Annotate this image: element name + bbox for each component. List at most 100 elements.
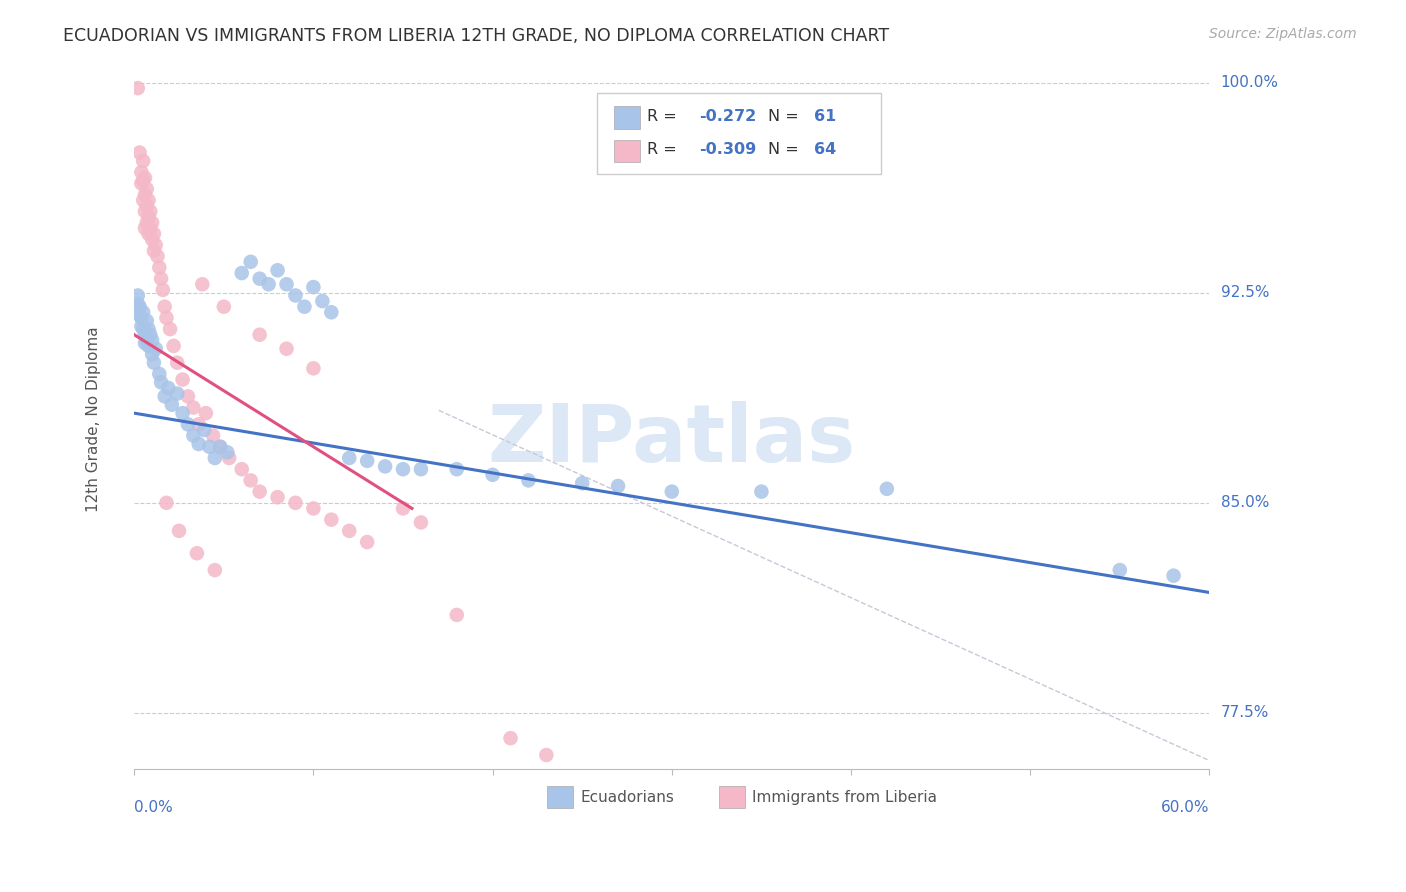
Point <box>751 484 773 499</box>
Point <box>132 153 155 168</box>
Point <box>321 513 343 527</box>
Point <box>392 501 415 516</box>
Point <box>571 476 593 491</box>
Point <box>153 389 176 403</box>
Point <box>517 474 540 488</box>
Point <box>135 314 157 328</box>
Point <box>266 490 288 504</box>
Point <box>134 336 156 351</box>
Point <box>166 356 188 370</box>
Point <box>409 462 432 476</box>
Point <box>134 187 156 202</box>
Text: 61: 61 <box>814 109 837 124</box>
Point <box>142 356 165 370</box>
Point <box>141 334 163 348</box>
Point <box>1163 568 1185 582</box>
Point <box>135 216 157 230</box>
FancyBboxPatch shape <box>596 93 882 174</box>
Point <box>150 376 173 390</box>
Point <box>135 199 157 213</box>
Text: 85.0%: 85.0% <box>1220 495 1268 510</box>
Point <box>138 322 160 336</box>
Point <box>239 474 262 488</box>
Text: Ecuadorians: Ecuadorians <box>581 789 675 805</box>
Point <box>134 327 156 342</box>
Point <box>1108 563 1130 577</box>
Point <box>209 440 232 454</box>
Text: N =: N = <box>768 109 803 124</box>
Point <box>187 417 209 432</box>
Point <box>131 177 153 191</box>
Point <box>249 484 271 499</box>
Point <box>249 327 271 342</box>
Text: 0.0%: 0.0% <box>134 799 173 814</box>
Point <box>148 367 170 381</box>
Point <box>139 327 162 342</box>
Point <box>321 305 343 319</box>
Point <box>145 342 167 356</box>
Point <box>356 454 378 468</box>
Point <box>134 204 156 219</box>
Point <box>186 546 208 560</box>
Point <box>128 145 150 160</box>
Point <box>134 221 156 235</box>
Point <box>194 406 217 420</box>
Point <box>337 450 360 465</box>
Point <box>311 294 333 309</box>
Point <box>198 440 221 454</box>
Point <box>204 563 226 577</box>
Point <box>661 484 683 499</box>
Point <box>302 280 325 294</box>
Point <box>134 170 156 185</box>
Text: 77.5%: 77.5% <box>1220 706 1268 721</box>
Point <box>135 182 157 196</box>
Point <box>155 310 177 325</box>
Point <box>204 450 226 465</box>
Point <box>132 173 155 187</box>
Text: 64: 64 <box>814 142 837 157</box>
Point <box>132 193 155 207</box>
Point <box>153 300 176 314</box>
Point <box>142 244 165 258</box>
Point <box>276 277 298 292</box>
Point <box>142 227 165 241</box>
Point <box>150 271 173 285</box>
Text: 100.0%: 100.0% <box>1220 75 1278 90</box>
Text: 60.0%: 60.0% <box>1161 799 1209 814</box>
Point <box>446 462 468 476</box>
Text: ZIPatlas: ZIPatlas <box>488 401 856 479</box>
Point <box>294 300 316 314</box>
Point <box>257 277 280 292</box>
Text: N =: N = <box>768 142 803 157</box>
Point <box>157 381 180 395</box>
Point <box>172 406 194 420</box>
Point <box>876 482 898 496</box>
Text: Immigrants from Liberia: Immigrants from Liberia <box>752 789 938 805</box>
Text: ECUADORIAN VS IMMIGRANTS FROM LIBERIA 12TH GRADE, NO DIPLOMA CORRELATION CHART: ECUADORIAN VS IMMIGRANTS FROM LIBERIA 12… <box>63 27 890 45</box>
Point <box>202 428 225 442</box>
Point <box>131 165 153 179</box>
Point <box>499 731 522 746</box>
Point <box>127 297 149 311</box>
Point <box>337 524 360 538</box>
Point <box>231 462 253 476</box>
Point <box>239 255 262 269</box>
Point <box>212 300 235 314</box>
Point <box>166 386 188 401</box>
Point <box>177 417 200 432</box>
Point <box>231 266 253 280</box>
Point <box>159 322 181 336</box>
Point <box>183 401 205 415</box>
Point <box>160 398 183 412</box>
Point <box>146 249 169 263</box>
Point <box>183 428 205 442</box>
Point <box>356 535 378 549</box>
Point <box>141 347 163 361</box>
Point <box>536 747 558 762</box>
FancyBboxPatch shape <box>718 786 745 808</box>
Point <box>193 423 215 437</box>
Point <box>302 501 325 516</box>
Point <box>284 496 307 510</box>
Point <box>481 467 503 482</box>
Point <box>141 232 163 246</box>
